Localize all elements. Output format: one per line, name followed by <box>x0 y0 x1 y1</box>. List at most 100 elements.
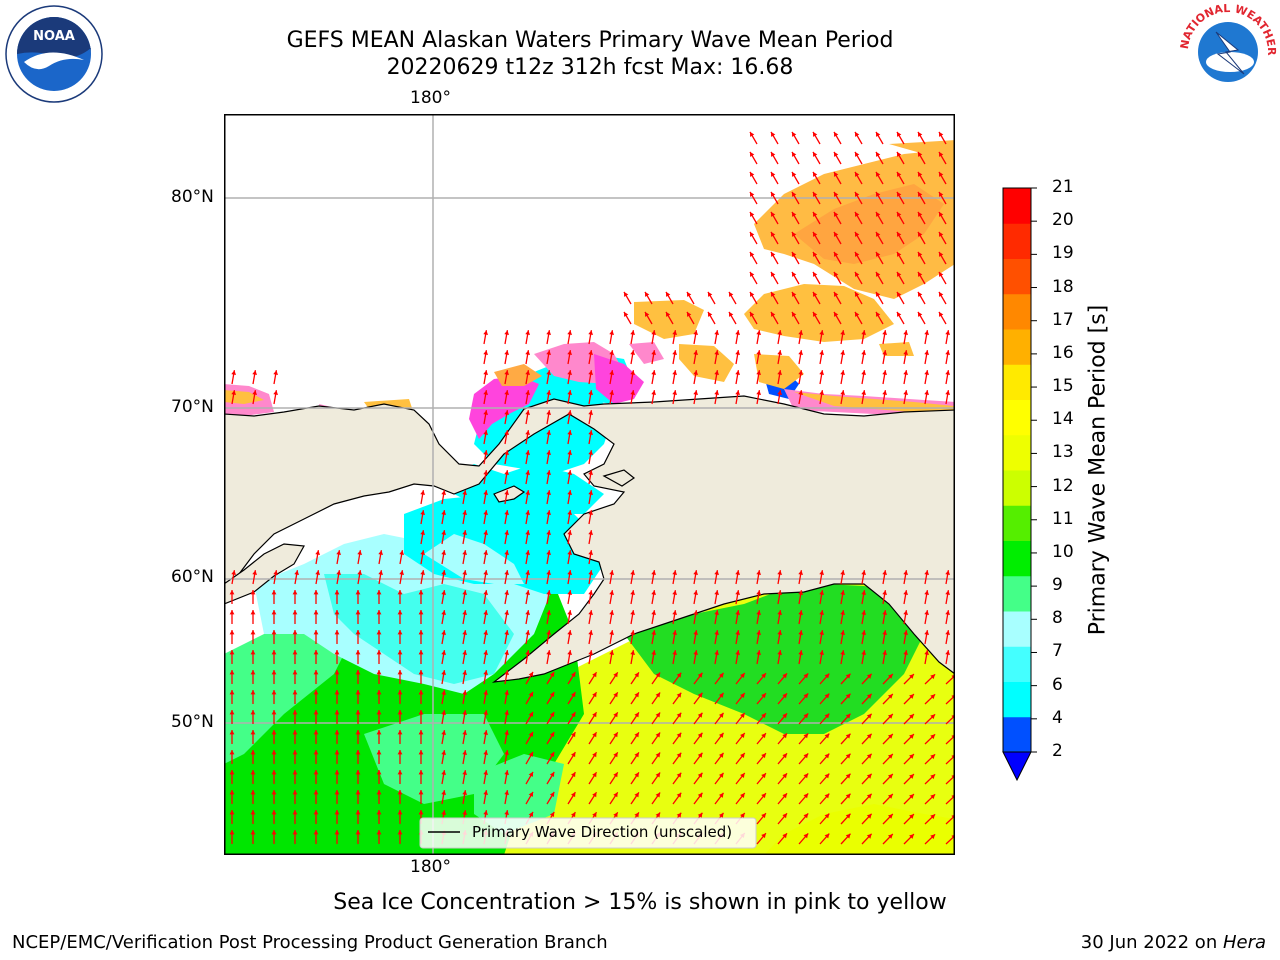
wave-arrow-head <box>655 692 661 698</box>
wave-arrow-head <box>567 610 572 615</box>
wave-arrow-head <box>945 650 950 655</box>
wave-arrow-head <box>903 570 908 575</box>
wave-arrow-head <box>483 810 488 815</box>
wave-arrow-shaft <box>945 755 954 765</box>
wave-arrow-head <box>588 390 593 395</box>
wave-arrow-head <box>761 733 766 739</box>
wave-arrow-head <box>903 390 908 395</box>
wave-arrow-head <box>567 650 572 655</box>
wave-arrow-head <box>418 730 424 735</box>
wave-arrow-head <box>798 370 803 375</box>
wave-arrow-head <box>735 390 740 395</box>
wave-arrow-head <box>897 251 902 257</box>
wave-arrow-head <box>504 790 509 795</box>
wave-arrow-head <box>441 510 446 515</box>
wave-arrow-head <box>792 211 797 217</box>
colorbar-segment <box>1003 293 1031 330</box>
wave-arrow-head <box>651 610 656 615</box>
wave-arrow-head <box>630 350 635 355</box>
wave-arrow-head <box>588 430 593 435</box>
wave-arrow-head <box>504 630 509 635</box>
wave-arrow-head <box>777 390 782 395</box>
wave-arrow-head <box>803 833 809 839</box>
wave-arrow-head <box>334 730 340 735</box>
wave-arrow-head <box>397 730 403 735</box>
wave-arrow-head <box>292 750 298 755</box>
wave-arrow-head <box>418 630 424 635</box>
wave-arrow-head <box>888 674 893 679</box>
wave-arrow-head <box>845 673 851 679</box>
wave-arrow-head <box>672 610 677 615</box>
wave-arrow-head <box>630 370 635 375</box>
wave-arrow-head <box>376 730 382 735</box>
wave-arrow-head <box>672 650 677 655</box>
wave-arrow-head <box>924 350 929 355</box>
wave-arrow-head <box>803 673 809 679</box>
wave-arrow-head <box>918 191 923 197</box>
wave-arrow-head <box>229 690 235 695</box>
wave-arrow-head <box>231 370 236 375</box>
wave-arrow-head <box>693 570 698 575</box>
wave-arrow-head <box>504 530 509 535</box>
wave-arrow-head <box>861 630 866 635</box>
wave-arrow-head <box>756 630 761 635</box>
wave-arrow-head <box>840 610 845 615</box>
wave-arrow-head <box>903 370 908 375</box>
wave-arrow-head <box>798 570 803 575</box>
colorbar-segment <box>1003 258 1031 295</box>
wave-arrow-head <box>549 712 555 717</box>
wave-arrow-head <box>861 330 866 335</box>
wave-arrow-head <box>376 770 382 775</box>
wave-arrow-head <box>483 470 488 475</box>
wave-arrow-head <box>714 630 719 635</box>
wave-arrow-head <box>855 171 860 177</box>
wave-arrow-head <box>861 390 866 395</box>
wave-arrow-head <box>740 753 745 758</box>
wave-arrow-head <box>924 610 929 615</box>
wave-arrow-head <box>777 330 782 335</box>
wave-arrow-head <box>571 692 576 698</box>
colorbar-tick-label: 16 <box>1052 342 1074 363</box>
wave-arrow-head <box>761 713 766 719</box>
wave-arrow-head <box>882 590 887 595</box>
wave-arrow-head <box>714 370 719 375</box>
colorbar-segment <box>1003 470 1031 506</box>
wave-arrow-head <box>651 330 656 335</box>
wave-arrow-head <box>483 650 488 655</box>
wave-arrow-head <box>229 770 235 775</box>
colorbar-canvas <box>1002 187 1037 782</box>
nws-logo: NATIONAL WEATHER SERVICE <box>1174 0 1278 102</box>
wave-arrow-head <box>567 530 572 535</box>
wave-arrow-head <box>592 792 597 798</box>
wave-arrow-head <box>528 811 533 817</box>
colorbar-segment <box>1003 329 1031 365</box>
wave-arrow-head <box>834 291 839 297</box>
wave-arrow-head <box>909 674 914 679</box>
wave-arrow-head <box>313 810 319 815</box>
wave-arrow-head <box>525 530 530 535</box>
wave-arrow-head <box>676 752 682 758</box>
wave-arrow-head <box>588 330 593 335</box>
wave-arrow-head <box>945 630 950 635</box>
wave-arrow-head <box>441 630 446 635</box>
wave-arrow-head <box>504 350 509 355</box>
wave-arrow-head <box>819 590 824 595</box>
wave-arrow-head <box>697 712 703 718</box>
wave-arrow-head <box>897 131 902 137</box>
wave-arrow-head <box>250 770 256 775</box>
wave-arrow-head <box>355 630 361 635</box>
wave-arrow-head <box>714 650 719 655</box>
wave-arrow-head <box>876 211 881 217</box>
wave-arrow-head <box>334 610 340 615</box>
wave-arrow-head <box>229 650 235 655</box>
wave-arrow-head <box>866 673 872 679</box>
wave-arrow-head <box>592 812 597 818</box>
wave-arrow-head <box>918 211 923 217</box>
wave-arrow-head <box>888 774 893 779</box>
wave-arrow-head <box>483 610 488 615</box>
wave-arrow-head <box>483 710 488 715</box>
wave-arrow-head <box>918 311 923 317</box>
wave-arrow-head <box>549 692 555 697</box>
wave-arrow-head <box>528 731 533 737</box>
wave-arrow-head <box>951 834 954 839</box>
